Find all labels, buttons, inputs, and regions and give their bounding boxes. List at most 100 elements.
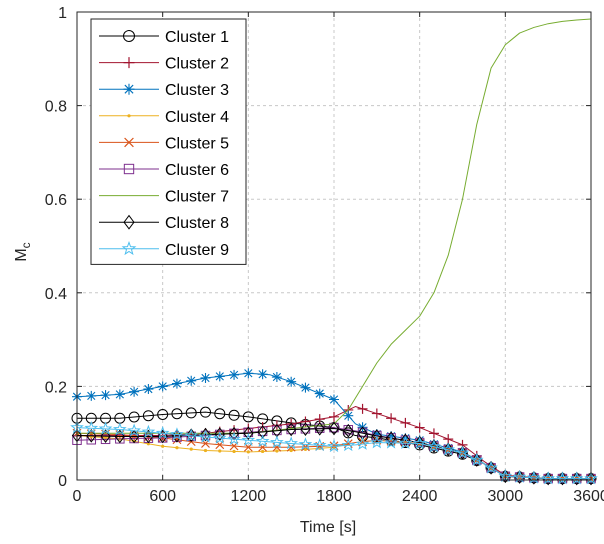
marker-asterisk: [414, 435, 425, 446]
marker-circle: [228, 409, 240, 421]
legend-item: Cluster 3: [99, 82, 229, 99]
marker-plus: [400, 417, 411, 428]
series-7: [77, 18, 592, 434]
marker-plus: [428, 428, 439, 439]
marker-dot: [203, 448, 208, 453]
legend-item: Cluster 9: [99, 241, 229, 259]
y-axis-label: Mc: [13, 242, 33, 261]
legend-label: Cluster 5: [165, 135, 229, 152]
marker-circle: [200, 406, 211, 418]
legend-label: Cluster 2: [165, 56, 229, 73]
marker-asterisk: [286, 376, 297, 387]
marker-diamond: [385, 431, 397, 446]
marker-diamond: [414, 435, 425, 450]
marker-pentagram: [141, 424, 156, 438]
marker-circle: [242, 411, 254, 423]
marker-pentagram: [569, 471, 584, 485]
marker-asterisk: [257, 369, 268, 380]
marker-circle: [128, 411, 140, 423]
x-tick-label: 1200: [231, 488, 267, 505]
marker-pentagram: [255, 434, 270, 448]
marker-dot: [303, 447, 308, 452]
legend-item: Cluster 7: [99, 189, 229, 206]
marker-asterisk: [186, 375, 197, 386]
marker-diamond: [200, 427, 211, 442]
marker-pentagram: [484, 460, 498, 474]
marker-dot: [127, 114, 131, 118]
marker-asterisk: [129, 386, 140, 397]
y-tick-label: 0.8: [45, 99, 67, 116]
marker-pentagram: [212, 430, 227, 444]
marker-diamond: [123, 214, 135, 230]
marker-asterisk: [371, 429, 382, 440]
marker-square: [123, 163, 135, 175]
marker-diamond: [243, 426, 254, 441]
marker-plus: [357, 403, 368, 414]
marker-pentagram: [384, 435, 398, 449]
marker-plus: [443, 434, 454, 445]
marker-asterisk: [343, 410, 354, 421]
marker-plus: [329, 411, 339, 422]
marker-diamond: [186, 428, 197, 443]
y-tick-label: 1: [58, 5, 67, 22]
marker-pentagram: [327, 439, 341, 453]
marker-pentagram: [184, 428, 199, 442]
marker-circle: [214, 408, 226, 420]
marker-dot: [161, 444, 165, 448]
legend-box: [90, 18, 247, 265]
x-tick-label: 2400: [402, 488, 438, 505]
marker-diamond: [371, 429, 382, 443]
legend-item: Cluster 2: [99, 56, 229, 73]
legend-item: Cluster 6: [99, 162, 229, 179]
marker-pentagram: [469, 452, 484, 466]
marker-circle: [157, 408, 169, 420]
marker-diamond: [114, 429, 125, 444]
legend-label: Cluster 4: [165, 109, 229, 126]
legend-label: Cluster 8: [165, 215, 229, 232]
marker-diamond: [257, 425, 268, 439]
marker-pentagram: [412, 436, 427, 450]
marker-pentagram: [555, 471, 570, 485]
marker-circle: [171, 408, 183, 420]
marker-circle: [123, 30, 135, 42]
marker-asterisk: [271, 372, 282, 383]
marker-asterisk: [114, 389, 125, 400]
x-tick-label: 600: [149, 488, 176, 505]
marker-dot: [189, 447, 193, 451]
marker-dot: [146, 442, 150, 446]
legend: Cluster 1 Cluster 2 Cluster 3 Cluster 4 Clus…: [90, 18, 247, 265]
marker-pentagram: [355, 436, 370, 450]
legend-label: Cluster 7: [165, 189, 229, 206]
marker-pentagram: [441, 442, 456, 456]
y-tick-label: 0.4: [45, 286, 67, 303]
marker-diamond: [400, 433, 411, 448]
marker-diamond: [100, 429, 111, 443]
marker-asterisk: [157, 381, 168, 392]
marker-pentagram: [270, 435, 284, 449]
marker-diamond: [428, 439, 440, 453]
series-line: [77, 18, 592, 434]
x-tick-label: 1800: [316, 488, 352, 505]
marker-dot: [175, 446, 179, 450]
legend-label: Cluster 3: [165, 82, 229, 99]
series-line: [76, 427, 591, 480]
marker-asterisk: [243, 368, 254, 379]
marker-pentagram: [541, 471, 556, 485]
marker-diamond: [343, 423, 354, 438]
legend-label: Cluster 9: [165, 242, 229, 259]
marker-diamond: [228, 426, 240, 441]
legend-item: Cluster 5: [99, 135, 229, 152]
marker-asterisk: [300, 382, 311, 393]
marker-diamond: [86, 429, 97, 443]
series-9: [70, 420, 598, 485]
y-tick-label: 0.2: [45, 379, 67, 396]
y-axis-label-main: M: [13, 248, 30, 261]
marker-square: [100, 434, 111, 445]
marker-dot: [261, 449, 265, 454]
marker-plus: [371, 408, 382, 419]
x-tick-label: 3000: [488, 488, 524, 505]
legend-item: Cluster 1: [99, 29, 229, 46]
marker-pentagram: [455, 445, 470, 459]
